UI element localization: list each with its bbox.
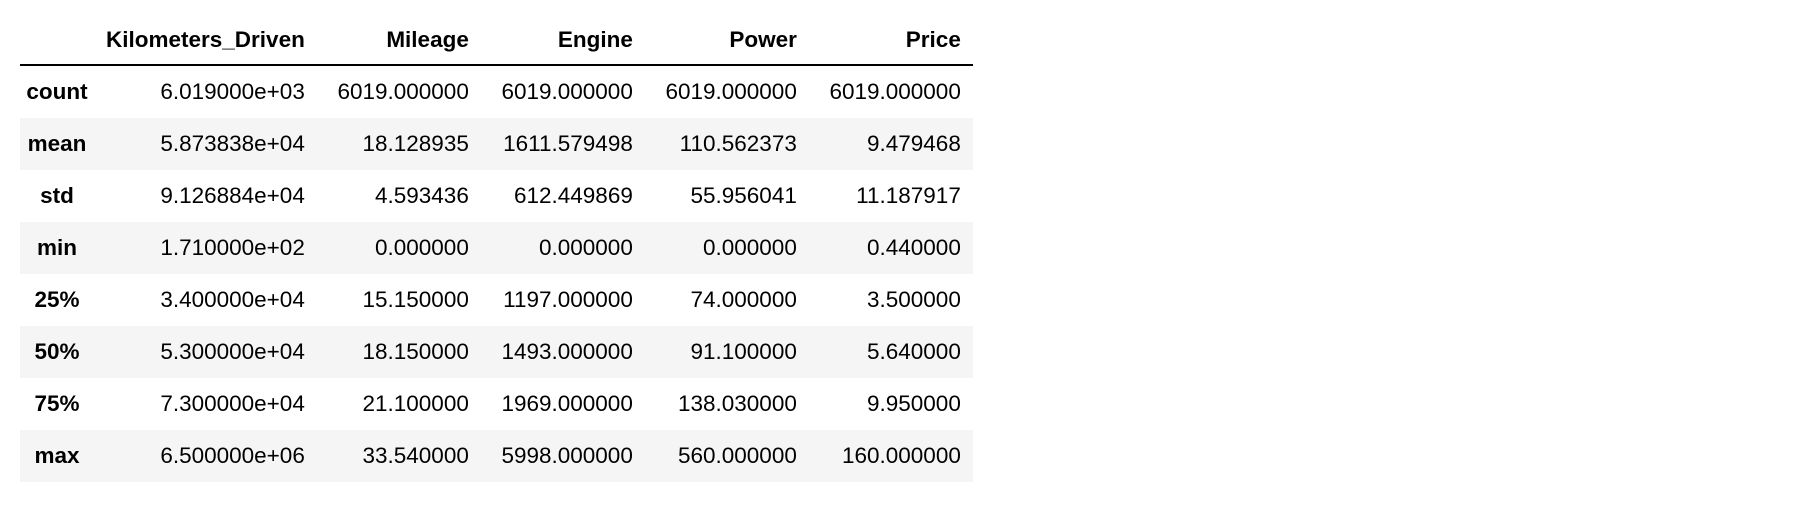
table-row: std 9.126884e+04 4.593436 612.449869 55.… — [20, 170, 973, 222]
table-cell: 55.956041 — [690, 182, 797, 208]
dataframe-output: Kilometers_Driven Mileage Engine Power P… — [20, 17, 973, 482]
table-cell: 3.500000 — [866, 286, 961, 312]
table-body: count 6.019000e+03 6019.000000 6019.0000… — [20, 65, 973, 482]
row-label: min — [36, 234, 77, 260]
table-cell: 33.540000 — [362, 442, 469, 468]
table-cell: 18.150000 — [362, 338, 469, 364]
column-header: Kilometers_Driven — [94, 17, 317, 66]
row-label: std — [40, 182, 74, 208]
header-row: Kilometers_Driven Mileage Engine Power P… — [20, 17, 973, 66]
table-cell: 160.000000 — [841, 442, 961, 468]
header-corner — [20, 17, 94, 66]
table-cell: 9.950000 — [866, 390, 961, 416]
table-cell: 18.128935 — [362, 130, 469, 156]
table-cell: 138.030000 — [677, 390, 797, 416]
table-row: 50% 5.300000e+04 18.150000 1493.000000 9… — [20, 326, 973, 378]
table-cell: 6019.000000 — [665, 78, 797, 104]
table-cell: 0.000000 — [374, 234, 469, 260]
table-cell: 0.000000 — [702, 234, 797, 260]
table-cell: 11.187917 — [856, 182, 961, 208]
table-cell: 5998.000000 — [501, 442, 633, 468]
table-cell: 5.300000e+04 — [160, 338, 305, 364]
column-header: Power — [644, 17, 809, 66]
table-cell: 0.440000 — [866, 234, 961, 260]
table-cell: 6019.000000 — [337, 78, 469, 104]
table-cell: 9.126884e+04 — [160, 182, 305, 208]
table-cell: 6019.000000 — [501, 78, 633, 104]
table-row: count 6.019000e+03 6019.000000 6019.0000… — [20, 65, 973, 118]
table-cell: 74.000000 — [690, 286, 797, 312]
table-cell: 1.710000e+02 — [160, 234, 305, 260]
table-cell: 6.019000e+03 — [160, 78, 305, 104]
table-cell: 612.449869 — [513, 182, 633, 208]
table-row: min 1.710000e+02 0.000000 0.000000 0.000… — [20, 222, 973, 274]
table-cell: 5.873838e+04 — [160, 130, 305, 156]
table-cell: 21.100000 — [362, 390, 469, 416]
table-cell: 5.640000 — [866, 338, 961, 364]
table-cell: 6.500000e+06 — [160, 442, 305, 468]
table-cell: 0.000000 — [538, 234, 633, 260]
table-cell: 3.400000e+04 — [160, 286, 305, 312]
table-cell: 9.479468 — [866, 130, 961, 156]
table-row: 75% 7.300000e+04 21.100000 1969.000000 1… — [20, 378, 973, 430]
table-cell: 1969.000000 — [501, 390, 633, 416]
column-header: Price — [808, 17, 973, 66]
table-row: max 6.500000e+06 33.540000 5998.000000 5… — [20, 430, 973, 482]
table-header: Kilometers_Driven Mileage Engine Power P… — [20, 17, 973, 66]
row-label: 25% — [34, 286, 80, 312]
table-cell: 1611.579498 — [503, 130, 633, 156]
table-cell: 15.150000 — [362, 286, 469, 312]
table-cell: 6019.000000 — [829, 78, 961, 104]
row-label: 50% — [34, 338, 80, 364]
table-cell: 91.100000 — [690, 338, 797, 364]
column-header: Mileage — [316, 17, 481, 66]
table-row: 25% 3.400000e+04 15.150000 1197.000000 7… — [20, 274, 973, 326]
describe-table: Kilometers_Driven Mileage Engine Power P… — [20, 17, 973, 482]
row-label: max — [34, 442, 80, 468]
row-label: mean — [27, 130, 87, 156]
row-label: count — [26, 78, 88, 104]
table-row: mean 5.873838e+04 18.128935 1611.579498 … — [20, 118, 973, 170]
table-cell: 110.562373 — [679, 130, 797, 156]
column-header: Engine — [480, 17, 645, 66]
table-cell: 1197.000000 — [503, 286, 633, 312]
table-cell: 560.000000 — [677, 442, 797, 468]
table-cell: 7.300000e+04 — [160, 390, 305, 416]
table-cell: 4.593436 — [374, 182, 469, 208]
table-cell: 1493.000000 — [501, 338, 633, 364]
row-label: 75% — [34, 390, 80, 416]
